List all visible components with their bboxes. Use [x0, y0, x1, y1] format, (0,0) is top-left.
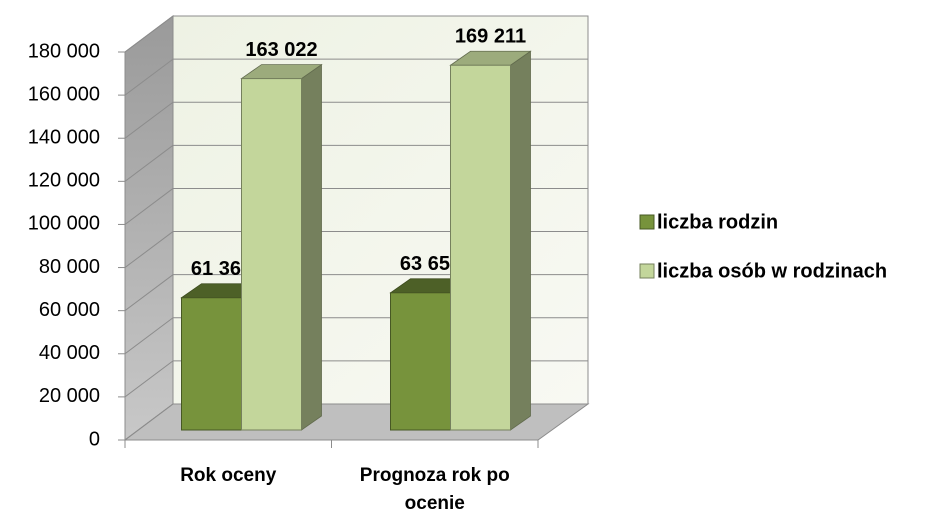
grid-line: [124, 188, 174, 225]
legend-swatch: [639, 214, 655, 230]
legend-label: liczba osób w rodzinach: [657, 260, 887, 282]
bar: [390, 292, 451, 431]
grid-line: [124, 403, 174, 441]
grid-line: [124, 58, 174, 96]
x-tick-label: Rok oceny: [180, 465, 277, 486]
value-label: 61 364: [191, 258, 253, 280]
y-tick-label: 0: [89, 428, 100, 450]
bar: [181, 297, 242, 431]
y-tick-label: 100 000: [28, 213, 100, 235]
y-tick-label: 160 000: [28, 83, 100, 105]
grid-line: [124, 317, 174, 355]
value-label: 163 022: [245, 39, 317, 61]
legend-swatch: [639, 263, 655, 279]
grid-line: [124, 144, 174, 182]
grid-line: [124, 360, 174, 398]
grid-line: [124, 274, 174, 312]
y-tick-label: 180 000: [28, 40, 100, 62]
y-tick-label: 120 000: [28, 170, 100, 192]
bar-side: [301, 63, 322, 431]
side-wall: [124, 15, 174, 441]
bar: [450, 64, 511, 431]
y-tick-label: 80 000: [39, 256, 100, 278]
legend-label: liczba rodzin: [657, 211, 778, 233]
grid-line: [124, 15, 174, 53]
grid-line: [124, 231, 174, 268]
grid-line: [124, 101, 174, 139]
value-label: 63 658: [400, 253, 461, 275]
y-tick-label: 60 000: [39, 299, 100, 321]
bar: [241, 78, 302, 431]
bar-side: [510, 50, 531, 431]
y-tick-label: 140 000: [28, 127, 100, 149]
x-tick-label: Prognoza rok po ocenie: [359, 465, 510, 514]
y-tick-label: 20 000: [39, 385, 100, 407]
y-tick-label: 40 000: [39, 342, 100, 364]
value-label: 169 211: [455, 26, 526, 48]
